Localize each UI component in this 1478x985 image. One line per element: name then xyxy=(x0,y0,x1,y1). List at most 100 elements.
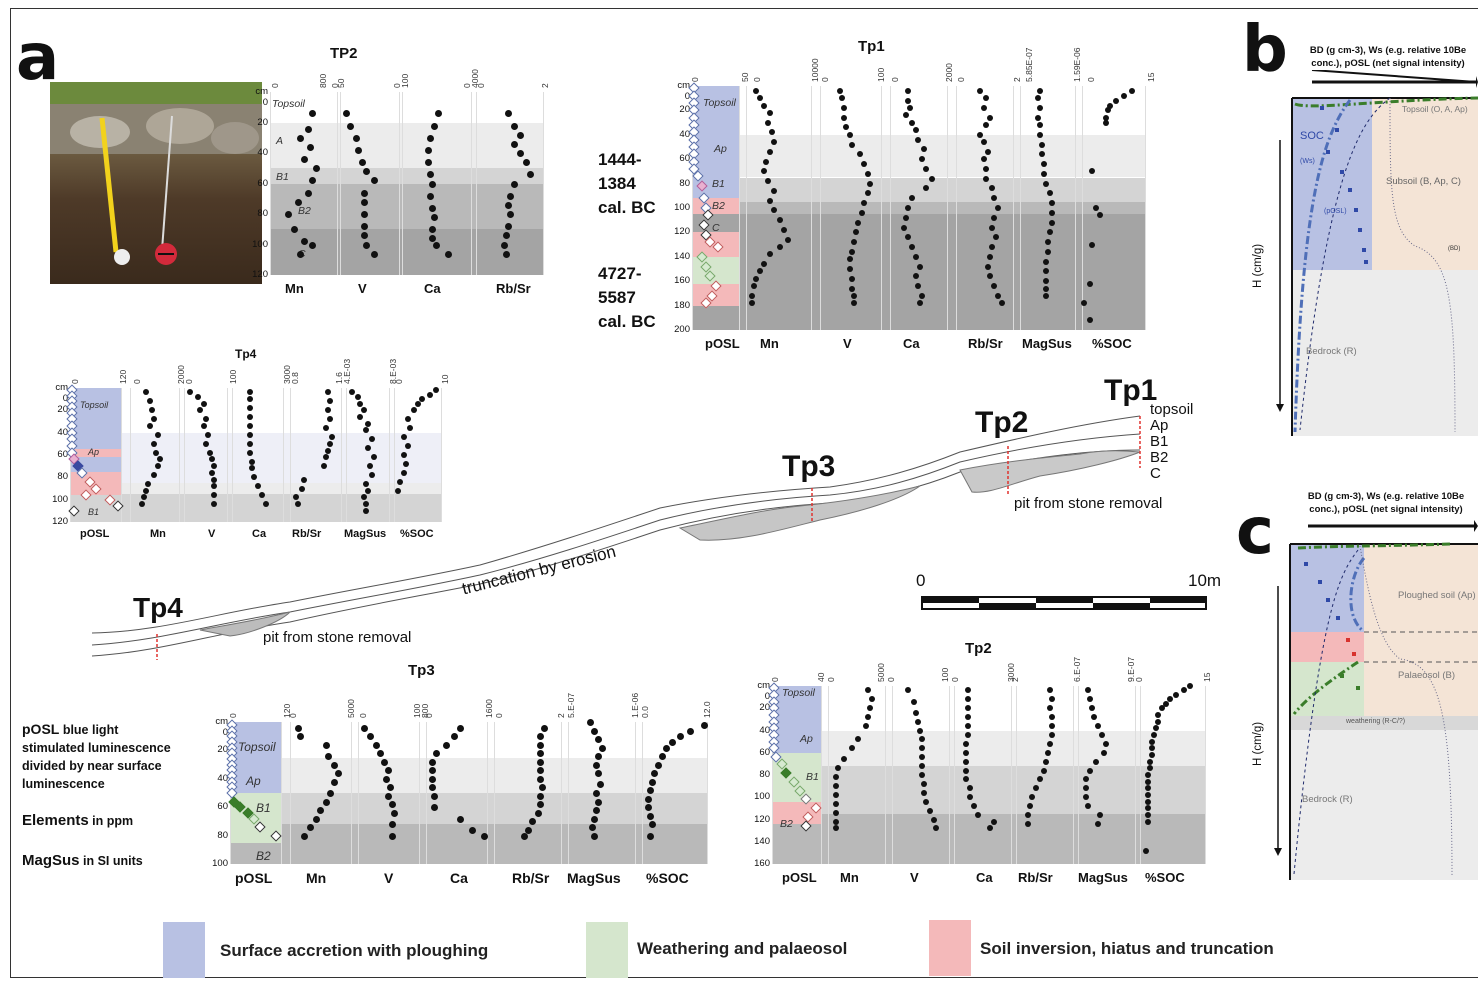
tp1-data-point xyxy=(867,180,873,187)
tp4-data-point xyxy=(209,469,215,476)
tp3-data-point xyxy=(655,761,662,769)
tp3-data-point xyxy=(469,826,476,834)
tp2-data-point xyxy=(1159,705,1165,712)
tp1-data-point xyxy=(853,229,859,236)
tp2-data-point xyxy=(919,754,925,761)
tp1-data-point xyxy=(1043,285,1049,292)
tp1-data-point xyxy=(1049,209,1055,216)
panel-label-c: c xyxy=(1236,495,1274,569)
tp2-data-point xyxy=(931,816,937,823)
tp3-data-point xyxy=(429,758,436,766)
tp2-data-point xyxy=(933,825,939,832)
tp1-data-point xyxy=(1037,104,1043,111)
tp3-data-point xyxy=(457,815,464,823)
tp1-data-point xyxy=(1105,107,1111,114)
tp2-data-point xyxy=(917,727,923,734)
tp1-data-point xyxy=(983,175,989,182)
tp4-data-point xyxy=(211,463,217,470)
tp2-data-point xyxy=(987,825,993,832)
dating-lower-1: 4727- xyxy=(598,264,642,283)
tp2-data-point xyxy=(1095,820,1101,827)
tp2-data-point xyxy=(1083,785,1089,792)
tp2-data-point xyxy=(1145,778,1151,785)
tp1-data-point xyxy=(1037,122,1043,129)
tp3-data-point xyxy=(537,792,544,800)
tp2-data-point xyxy=(1167,696,1173,703)
tp2-data-point xyxy=(1173,691,1179,698)
tp2-column-label: V xyxy=(910,870,919,885)
tp4-column-label: Mn xyxy=(150,528,166,540)
tp3-title: Tp3 xyxy=(408,662,435,679)
tp1-data-point xyxy=(905,97,911,104)
tp1-depth-tick: 200 xyxy=(674,324,690,335)
tp2_photo-data-point xyxy=(429,226,436,234)
tp1-data-point xyxy=(857,151,863,158)
tp1-data-point xyxy=(919,156,925,163)
tp3-data-point xyxy=(539,784,546,792)
tp1-depth-tick: cm 0 xyxy=(677,80,690,102)
tp2-data-point xyxy=(1163,700,1169,707)
tp3-column-frame xyxy=(426,722,488,864)
tp2_photo-depth-tick: 80 xyxy=(257,208,268,219)
tp1-data-point xyxy=(847,256,853,263)
tp2_photo-data-point xyxy=(361,198,368,206)
tp2_photo-data-point xyxy=(371,177,378,185)
tp4-data-point xyxy=(155,431,161,438)
tp1-data-point xyxy=(771,139,777,146)
tp1-data-point xyxy=(851,239,857,246)
panel-c-bedrock: Bedrock (R) xyxy=(1302,794,1353,805)
tp1-column-frame xyxy=(956,86,1014,330)
tp3-data-point xyxy=(317,807,324,815)
tp4-data-point xyxy=(357,414,363,421)
tp1-data-point xyxy=(753,87,759,94)
tp3-data-point xyxy=(481,832,488,840)
tp3-data-point xyxy=(659,753,666,761)
tp3-data-point xyxy=(387,784,394,792)
tp3-data-point xyxy=(457,724,464,732)
tp1-data-point xyxy=(913,253,919,260)
tp4-data-point xyxy=(369,436,375,443)
tp1-data-point xyxy=(1089,168,1095,175)
tp2-data-point xyxy=(963,749,969,756)
tp1-column-frame xyxy=(692,86,740,330)
tp2-data-point xyxy=(1155,718,1161,725)
tp2_photo-depth-tick: 20 xyxy=(257,116,268,128)
tp4-data-point xyxy=(201,422,207,429)
tp4-depth-tick: 20 xyxy=(57,404,68,416)
tp1-data-point xyxy=(767,197,773,204)
tp3-data-point xyxy=(595,736,602,744)
tp3-data-point xyxy=(431,804,438,812)
tp1-data-point xyxy=(1129,87,1135,94)
tp4-band xyxy=(70,494,442,522)
tp3-horizon-label: Topsoil xyxy=(238,740,276,755)
tp3-data-point xyxy=(591,727,598,735)
tp2-column-label: Mn xyxy=(840,870,859,885)
tp4-column-frame xyxy=(290,388,342,522)
tp3-data-point xyxy=(389,832,396,840)
tp3-data-point xyxy=(599,744,606,752)
tp4-data-point xyxy=(433,387,439,394)
tp2-data-point xyxy=(1025,820,1031,827)
tp2_photo-data-point xyxy=(425,146,432,154)
tp3-data-point xyxy=(537,775,544,783)
tp2_photo-horizon-label: A xyxy=(276,134,284,147)
tp2-data-point xyxy=(975,812,981,819)
tp1-data-point xyxy=(983,165,989,172)
tp2-data-point xyxy=(863,723,869,730)
tp2-data-point xyxy=(1147,758,1153,765)
tp4-data-point xyxy=(325,389,331,396)
note-posl: pOSL blue light stimulated luminescence … xyxy=(22,720,182,793)
tp2_photo-band xyxy=(270,229,544,275)
tp2_photo-data-point xyxy=(511,180,518,188)
tp2-data-point xyxy=(865,714,871,721)
panel-b-bd: (BD) xyxy=(1448,246,1461,252)
tp1-data-point xyxy=(909,244,915,251)
tp4-data-point xyxy=(301,476,307,483)
tp4-column-frame xyxy=(232,388,284,522)
tp2-column-label: Rb/Sr xyxy=(1018,870,1053,885)
tp2-data-point xyxy=(833,818,839,825)
tp2_photo-data-point xyxy=(301,238,308,246)
tp2-horizon-label: Ap xyxy=(800,733,813,746)
tp2-data-point xyxy=(1149,751,1155,758)
tp2_photo-data-point xyxy=(361,189,368,197)
